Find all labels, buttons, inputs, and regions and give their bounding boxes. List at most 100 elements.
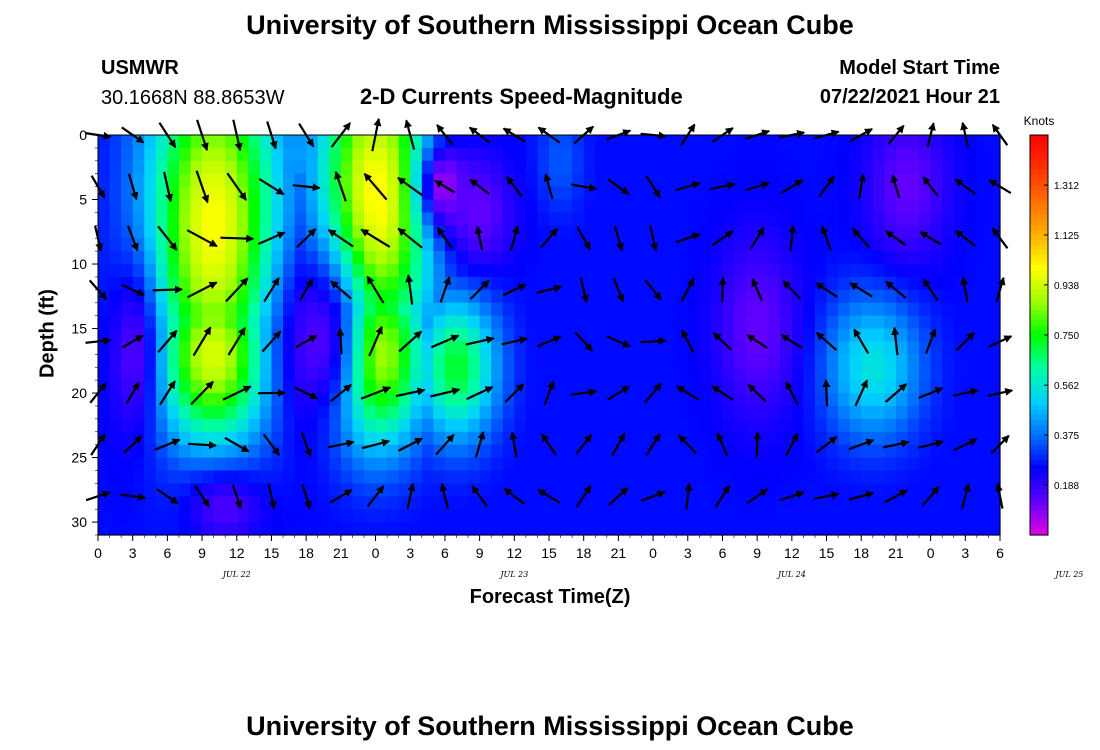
heatmap-cell — [306, 147, 319, 162]
heatmap-cell — [283, 380, 296, 394]
heatmap-cell — [259, 199, 273, 214]
current-vector — [918, 387, 944, 400]
heatmap-cell — [549, 302, 562, 317]
current-vector — [815, 281, 838, 298]
heatmap-cell — [375, 199, 388, 214]
heatmap-cell — [606, 367, 619, 381]
heatmap-cell — [919, 199, 932, 214]
heatmap-cell — [791, 341, 805, 355]
current-vector — [121, 334, 144, 349]
heatmap-cell — [352, 444, 365, 459]
current-vector — [606, 335, 631, 348]
heatmap-cell — [132, 160, 145, 175]
heatmap-cell — [734, 496, 747, 510]
heatmap-cell — [375, 405, 388, 420]
heatmap-cell — [629, 367, 643, 381]
colorbar-segment — [1030, 425, 1048, 431]
heatmap-cell — [98, 444, 111, 459]
heatmap-cell — [363, 522, 377, 536]
current-vector — [709, 181, 736, 191]
heatmap-cell — [572, 393, 585, 407]
current-vector — [298, 278, 314, 302]
heatmap-cell — [884, 483, 897, 497]
heatmap-cell — [479, 354, 492, 368]
x-tick-label: 21 — [888, 545, 904, 561]
heatmap-cell — [155, 418, 168, 433]
heatmap-cell — [572, 367, 585, 381]
heatmap-cell — [907, 238, 920, 252]
heatmap-cell — [583, 522, 596, 536]
heatmap-cell — [629, 289, 643, 304]
heatmap-cell — [236, 457, 249, 472]
heatmap-cell — [329, 496, 342, 510]
heatmap-cell — [606, 380, 619, 394]
heatmap-cell — [965, 289, 978, 304]
heatmap-cell — [803, 135, 816, 149]
heatmap-cell — [838, 173, 851, 188]
heatmap-cell — [814, 354, 828, 368]
heatmap-cell — [306, 160, 319, 175]
heatmap-cell — [641, 470, 654, 484]
date-label: JUL 25 — [1053, 570, 1083, 579]
heatmap-cell — [722, 147, 735, 162]
heatmap-cell — [236, 509, 249, 523]
colorbar-segment — [1030, 340, 1048, 346]
heatmap-cell — [352, 367, 365, 381]
date-label: JUL 23 — [498, 570, 528, 579]
heatmap-cell — [236, 522, 249, 536]
heatmap-cell — [421, 186, 434, 201]
heatmap-cell — [109, 509, 122, 523]
current-vector — [336, 327, 345, 355]
heatmap-cell — [514, 264, 527, 278]
heatmap-cell — [803, 418, 816, 433]
heatmap-cell — [259, 380, 273, 394]
heatmap-cell — [421, 354, 434, 368]
heatmap-cell — [178, 470, 192, 484]
heatmap-cell — [525, 483, 539, 497]
current-vector — [882, 439, 910, 449]
heatmap-cell — [190, 212, 203, 226]
heatmap-cell — [444, 457, 458, 472]
colorbar-segment — [1030, 420, 1048, 426]
heatmap-cell — [109, 302, 122, 317]
heatmap-cell — [259, 302, 273, 317]
heatmap-cell — [144, 418, 157, 433]
heatmap-cell — [653, 341, 666, 355]
heatmap-cell — [190, 276, 203, 291]
heatmap-cell — [919, 186, 932, 201]
heatmap-cell — [283, 160, 296, 175]
heatmap-cell — [722, 393, 735, 407]
heatmap-cell — [849, 302, 862, 317]
current-vector — [608, 486, 629, 506]
heatmap-cell — [444, 212, 458, 226]
heatmap-cell — [710, 160, 724, 175]
heatmap-cell — [965, 341, 978, 355]
heatmap-cell — [838, 470, 851, 484]
heatmap-cell — [884, 264, 897, 278]
heatmap-cell — [363, 212, 377, 226]
heatmap-cell — [213, 302, 226, 317]
heatmap-cell — [953, 367, 966, 381]
heatmap-cell — [606, 276, 619, 291]
heatmap-cell — [491, 212, 504, 226]
heatmap-cell — [132, 509, 145, 523]
heatmap-cell — [259, 147, 273, 162]
heatmap-cell — [491, 264, 504, 278]
heatmap-cell — [849, 509, 862, 523]
heatmap-cell — [618, 160, 631, 175]
heatmap-cell — [190, 405, 203, 420]
heatmap-cell — [734, 302, 747, 317]
heatmap-cell — [965, 276, 978, 291]
heatmap-cell — [919, 418, 932, 433]
heatmap-cell — [583, 160, 596, 175]
heatmap-cell — [491, 483, 504, 497]
heatmap-cell — [155, 238, 168, 252]
heatmap-cell — [502, 264, 515, 278]
heatmap-cell — [283, 199, 296, 214]
heatmap-cell — [502, 444, 515, 459]
heatmap-cell — [676, 509, 689, 523]
heatmap-cell — [583, 367, 596, 381]
heatmap-cell — [155, 160, 168, 175]
heatmap-cell — [317, 135, 330, 149]
heatmap-cell — [387, 251, 400, 265]
